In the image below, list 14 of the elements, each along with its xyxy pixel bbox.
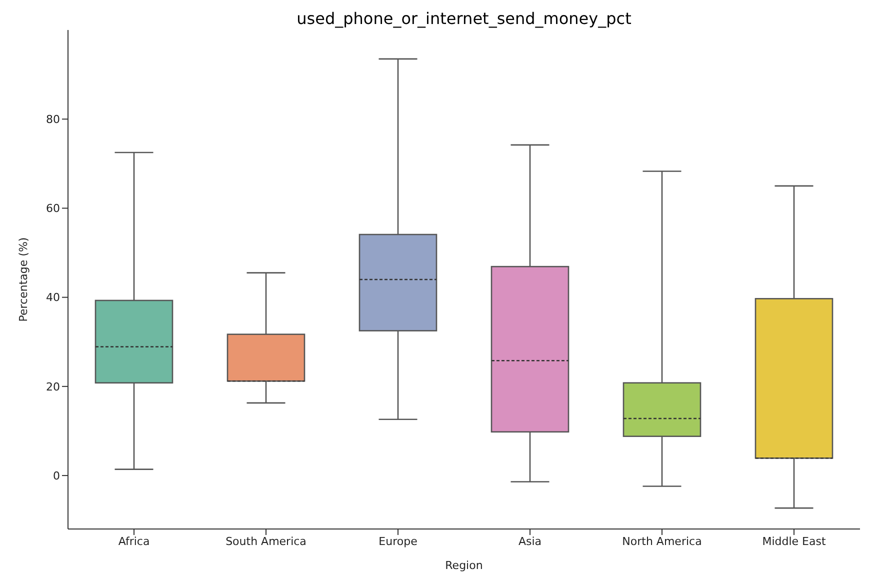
x-tick-label: Africa (118, 534, 150, 548)
x-tick-label: Middle East (762, 534, 826, 548)
y-tick-label: 20 (46, 380, 60, 394)
x-tick-label: South America (226, 534, 306, 548)
y-tick-label: 60 (46, 202, 60, 216)
x-tick-label: North America (622, 534, 702, 548)
y-tick-label: 80 (46, 113, 60, 126)
y-tick-label: 0 (53, 469, 60, 482)
x-axis-title: Region (445, 559, 483, 572)
y-axis-title: Percentage (%) (16, 237, 30, 322)
chart-title: used_phone_or_internet_send_money_pct (296, 8, 632, 30)
x-tick-label: Asia (518, 534, 542, 548)
y-tick-label: 40 (46, 291, 60, 304)
x-tick-label: Europe (378, 534, 418, 548)
